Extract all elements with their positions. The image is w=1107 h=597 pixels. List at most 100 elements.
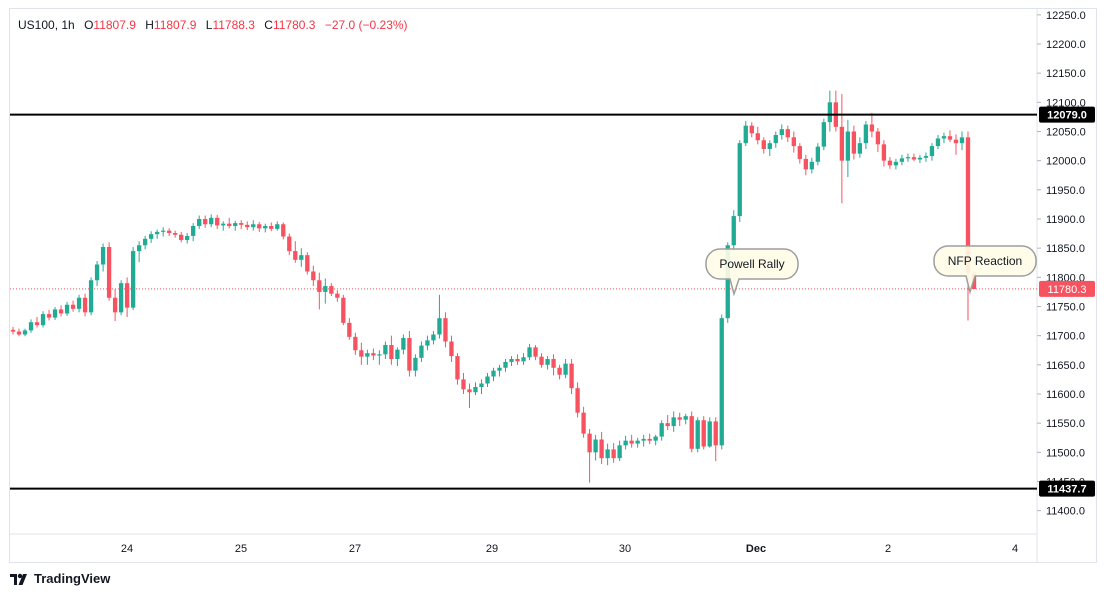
candle-body xyxy=(160,230,166,232)
candle-body xyxy=(443,318,448,342)
price-tick-label: 11750.0 xyxy=(1046,302,1085,314)
candle-body xyxy=(551,359,556,368)
price-tick-label: 11900.0 xyxy=(1046,214,1085,226)
candle-body xyxy=(941,136,947,139)
candle-body xyxy=(88,280,94,313)
candle-body xyxy=(749,125,754,134)
price-tick-label: 11500.0 xyxy=(1046,447,1085,459)
legend-close-value: 11780.3 xyxy=(272,18,316,32)
candle-body xyxy=(629,440,634,444)
tradingview-logo[interactable]: TradingView xyxy=(10,571,110,586)
candle-body xyxy=(28,322,34,331)
price-axis[interactable]: 12250.0 12200.0 12150.0 12100.0 12050.0 12000… xyxy=(1037,10,1095,518)
price-tick-label: 11650.0 xyxy=(1046,360,1085,372)
candle-body xyxy=(341,297,346,323)
candle-body xyxy=(353,336,358,351)
candle-body xyxy=(695,420,700,449)
candle-body xyxy=(707,421,712,447)
candle-body xyxy=(257,224,262,229)
candle-body xyxy=(605,449,610,459)
candle-body xyxy=(761,140,766,149)
candle-body xyxy=(503,361,508,368)
callout-powell-rally: Powell Rally xyxy=(705,248,799,297)
candle-body xyxy=(515,359,520,362)
callouts: Powell Rally NFP Reaction xyxy=(705,245,1037,297)
candle-body xyxy=(611,449,616,459)
legend-change: −27.0 (−0.23%) xyxy=(324,18,408,32)
candle-body xyxy=(179,234,184,240)
candle-body xyxy=(893,161,899,166)
candle-body xyxy=(118,283,124,313)
candle-body xyxy=(215,217,220,226)
candle-body xyxy=(659,423,664,437)
candle-body xyxy=(671,417,676,427)
candle-body xyxy=(16,331,22,335)
candle-body xyxy=(911,157,917,160)
candle-body xyxy=(58,309,64,314)
price-tick-label: 12100.0 xyxy=(1046,97,1086,109)
price-tick-label: 12150.0 xyxy=(1046,68,1086,80)
candle-body xyxy=(407,338,412,371)
candle-body xyxy=(545,359,550,365)
time-tick-label: Dec xyxy=(746,543,766,555)
candle-body xyxy=(233,223,238,226)
horizontal-lines[interactable] xyxy=(10,113,1037,490)
candle-body xyxy=(851,131,857,154)
candle-body xyxy=(857,143,863,154)
candle-body xyxy=(869,124,875,132)
candle-body xyxy=(239,223,244,225)
candle-body xyxy=(40,314,46,326)
candle-body xyxy=(34,322,40,326)
candle-body xyxy=(311,271,316,281)
symbol-legend: US100, 1h O11807.9 H11807.9 L11788.3 C11… xyxy=(18,18,408,32)
legend-open-label: O xyxy=(84,18,94,32)
candle-body xyxy=(371,353,376,356)
candle-body xyxy=(491,370,496,377)
candle-body xyxy=(203,219,208,225)
candle-body xyxy=(485,376,490,384)
callout-bubble xyxy=(705,248,799,297)
grid-lines xyxy=(10,9,1038,562)
legend-close-label: C xyxy=(264,18,273,32)
candle-body xyxy=(106,247,112,298)
candle-body xyxy=(581,412,586,434)
candle-body xyxy=(479,383,484,387)
candle-body xyxy=(755,133,760,141)
candle-body xyxy=(773,135,778,144)
price-tick-label: 11600.0 xyxy=(1046,389,1085,401)
candle-body xyxy=(473,387,478,393)
candle-body xyxy=(425,340,430,346)
price-tick-label: 12000.0 xyxy=(1046,156,1086,168)
candle-body xyxy=(881,144,887,161)
callout-text: Powell Rally xyxy=(719,257,784,271)
candle-body xyxy=(173,233,178,235)
candle-body xyxy=(635,440,640,444)
candle-body xyxy=(251,224,256,228)
candle-body xyxy=(305,255,310,272)
candle-body xyxy=(929,146,935,156)
tradingview-logo-icon xyxy=(10,573,27,585)
candle-body xyxy=(743,125,748,144)
candle-body xyxy=(124,283,130,308)
legend-low-label: L xyxy=(205,18,213,32)
price-tick-label: 11950.0 xyxy=(1046,185,1085,197)
candle-body xyxy=(845,131,851,161)
candle-body xyxy=(383,345,388,355)
candle-body xyxy=(82,297,88,313)
time-axis[interactable]: 24 25 27 29 30 Dec 2 4 xyxy=(121,543,1018,555)
candle-body xyxy=(167,230,172,233)
price-tick-label: 12250.0 xyxy=(1046,10,1086,22)
candle-body xyxy=(76,297,82,309)
level-badge xyxy=(1039,106,1095,123)
candle-body xyxy=(509,359,514,362)
candle-body xyxy=(599,439,604,459)
candle-body xyxy=(293,251,298,260)
candle-body xyxy=(419,345,424,358)
legend-open-value: 11807.9 xyxy=(93,18,136,32)
candle-body xyxy=(737,143,742,217)
candle-body xyxy=(689,416,694,449)
tradingview-brand: TradingView xyxy=(34,571,111,586)
candle-body xyxy=(365,353,370,357)
candle-body xyxy=(575,388,580,413)
